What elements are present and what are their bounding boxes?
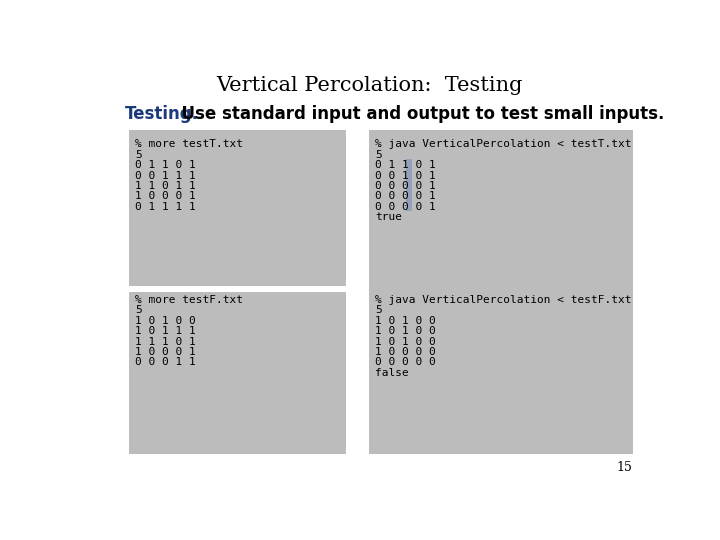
FancyBboxPatch shape [369,130,632,454]
FancyBboxPatch shape [406,169,412,180]
Text: 1 0 0 0 1: 1 0 0 0 1 [135,347,196,357]
Text: % java VerticalPercolation < testT.txt: % java VerticalPercolation < testT.txt [375,139,631,150]
Text: 1 0 0 0 1: 1 0 0 0 1 [135,192,196,201]
FancyBboxPatch shape [406,159,412,170]
Text: 0 0 0 0 1: 0 0 0 0 1 [375,202,436,212]
FancyBboxPatch shape [129,130,346,286]
Text: 1 0 1 0 0: 1 0 1 0 0 [135,316,196,326]
Text: 0 0 0 1 1: 0 0 0 1 1 [135,357,196,367]
FancyBboxPatch shape [129,292,346,454]
Text: Vertical Percolation:  Testing: Vertical Percolation: Testing [216,76,522,96]
Text: false: false [375,368,409,378]
Text: 1 1 0 1 1: 1 1 0 1 1 [135,181,196,191]
Text: 15: 15 [616,462,632,475]
Text: 0 0 1 0 1: 0 0 1 0 1 [375,171,436,181]
Text: 0 0 0 0 1: 0 0 0 0 1 [375,192,436,201]
Text: 0 1 1 0 1: 0 1 1 0 1 [135,160,196,170]
Text: 1 0 1 0 0: 1 0 1 0 0 [375,336,436,347]
Text: 5: 5 [135,150,142,160]
Text: true: true [375,212,402,222]
FancyBboxPatch shape [406,200,412,212]
Text: % java VerticalPercolation < testF.txt: % java VerticalPercolation < testF.txt [375,295,631,305]
Text: % more testT.txt: % more testT.txt [135,139,243,150]
Text: 0 1 1 0 1: 0 1 1 0 1 [375,160,436,170]
Text: Testing.: Testing. [125,105,199,123]
Text: 5: 5 [375,150,382,160]
Text: % more testF.txt: % more testF.txt [135,295,243,305]
Text: 0 0 0 0 0: 0 0 0 0 0 [375,357,436,367]
Text: 1 0 1 1 1: 1 0 1 1 1 [135,326,196,336]
FancyBboxPatch shape [406,190,412,201]
Text: 0 0 1 1 1: 0 0 1 1 1 [135,171,196,181]
Text: 5: 5 [375,306,382,315]
Text: 1 0 1 0 0: 1 0 1 0 0 [375,316,436,326]
FancyBboxPatch shape [406,179,412,191]
Text: 1 1 1 0 1: 1 1 1 0 1 [135,336,196,347]
Text: 1 0 1 0 0: 1 0 1 0 0 [375,326,436,336]
Text: 5: 5 [135,306,142,315]
Text: 0 1 1 1 1: 0 1 1 1 1 [135,202,196,212]
Text: 1 0 0 0 0: 1 0 0 0 0 [375,347,436,357]
Text: Use standard input and output to test small inputs.: Use standard input and output to test sm… [170,105,665,123]
Text: 0 0 0 0 1: 0 0 0 0 1 [375,181,436,191]
